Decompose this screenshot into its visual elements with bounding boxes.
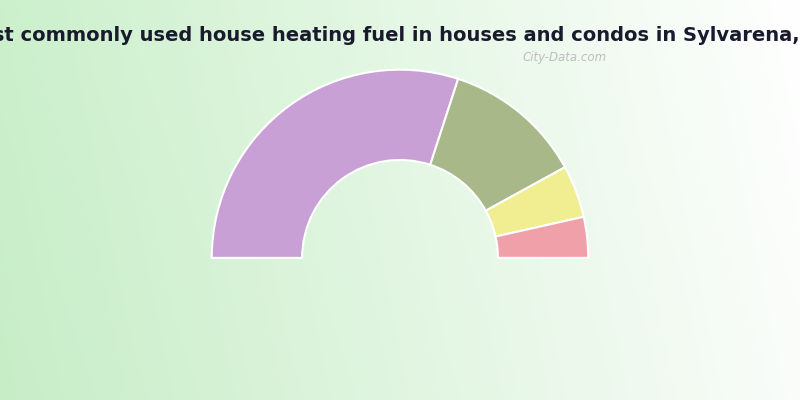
Text: Most commonly used house heating fuel in houses and condos in Sylvarena, MS: Most commonly used house heating fuel in… [0, 26, 800, 45]
Text: City-Data.com: City-Data.com [523, 51, 607, 64]
Wedge shape [430, 79, 565, 211]
Wedge shape [495, 217, 588, 258]
Wedge shape [486, 167, 584, 236]
Wedge shape [212, 70, 458, 258]
